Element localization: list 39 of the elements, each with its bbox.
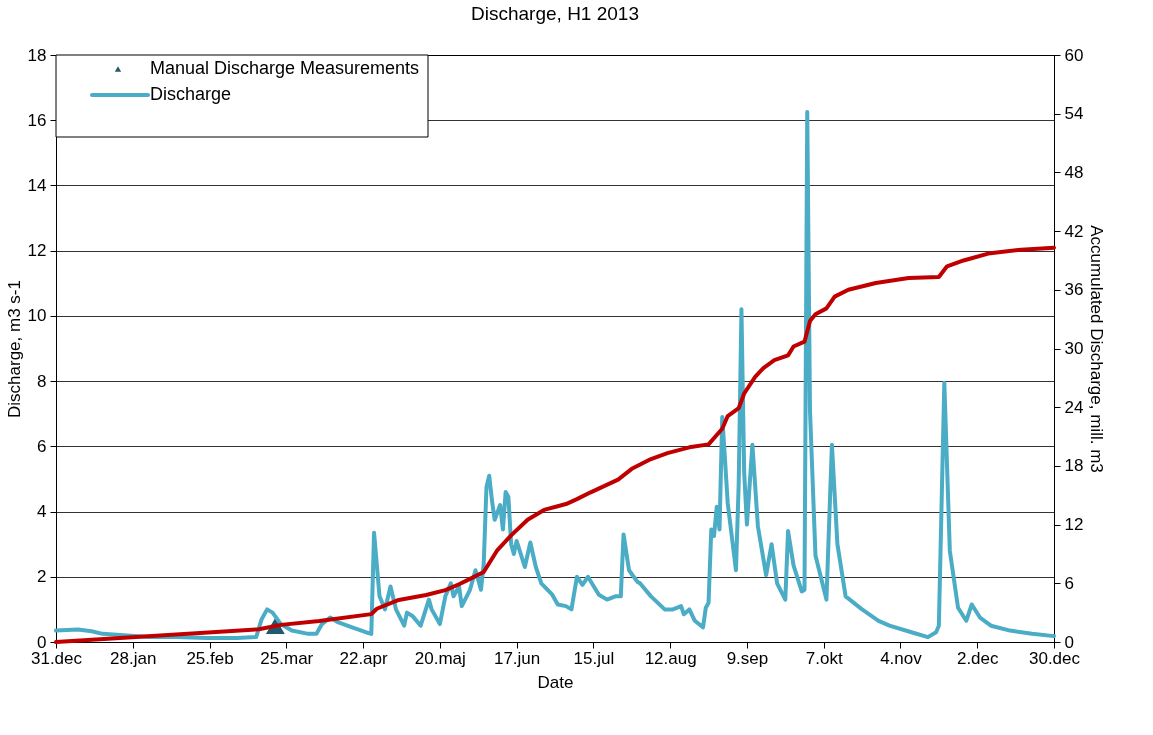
y-tick-label: 4 [37,502,47,522]
x-tick-label: 22.apr [339,648,389,668]
x-tick-label: 17.jun [493,648,541,668]
y-tick-label: 14 [27,175,47,195]
x-tick-label: 25.feb [186,648,234,668]
legend-label: Discharge [150,84,232,104]
y-tick-label: 2 [37,567,47,587]
x-tick-label: 20.maj [414,648,466,668]
y-axis-title: Discharge, m3 s-1 [4,280,24,418]
x-tick-label: 7.okt [805,648,843,668]
chart-title: Discharge, H1 2013 [471,3,639,24]
x-tick-label: 12.aug [644,648,697,668]
y2-tick-label: 36 [1064,280,1084,300]
x-tick-label: 15.jul [573,648,615,668]
y-tick-label: 10 [27,306,47,326]
y2-tick-label: 42 [1064,221,1084,241]
y2-tick-label: 6 [1064,573,1074,593]
legend-label: Manual Discharge Measurements [150,58,420,78]
y2-tick-label: 12 [1064,515,1084,535]
y2-tick-label: 24 [1064,397,1084,417]
x-tick-label: 2.dec [956,648,1000,668]
y2-tick-label: 54 [1064,104,1084,124]
y2-tick-label: 18 [1064,456,1084,476]
y2-tick-label: 48 [1064,162,1084,182]
x-tick-label: 25.mar [260,648,314,668]
y2-axis-title: Accumulated Discharge, mill. m3 [1087,225,1107,473]
x-tick-label: 4.nov [880,648,923,668]
y-tick-label: 16 [27,110,47,130]
line-series [54,245,1056,644]
y-tick-label: 6 [37,436,47,456]
y2-tick-label: 60 [1064,45,1084,65]
y2-tick-label: 30 [1064,339,1084,358]
line-series [54,110,1056,641]
y-tick-label: 18 [27,45,47,65]
y-tick-label: 12 [27,241,47,261]
x-tick-label: 9.sep [726,648,769,668]
x-tick-label: 28.jan [110,648,157,668]
y-tick-label: 8 [37,371,47,391]
x-axis-title: Date [537,672,574,692]
